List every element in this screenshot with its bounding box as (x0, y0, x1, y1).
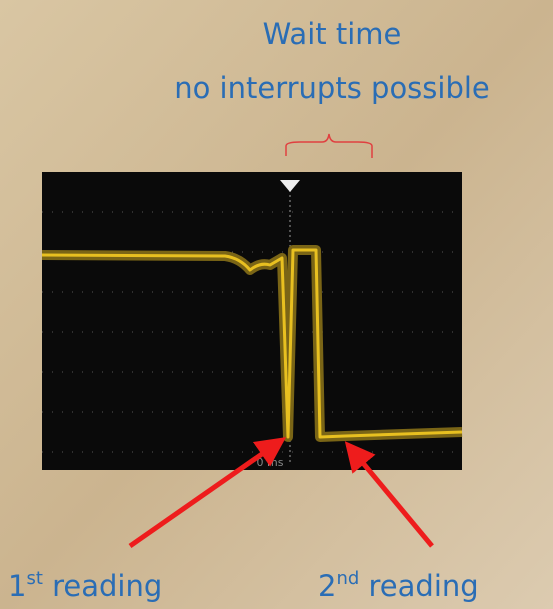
page: Wait time no interrupts possible 0 ms 1s… (0, 0, 553, 609)
slide: Wait time no interrupts possible 0 ms 1s… (0, 0, 553, 609)
label-number: 1 (8, 569, 26, 603)
label-suffix: nd (336, 568, 359, 589)
label-text: reading (43, 569, 162, 603)
label-text: reading (359, 569, 478, 603)
label-suffix: st (26, 568, 42, 589)
scope-screen (42, 172, 462, 470)
heading-line2: no interrupts possible (174, 71, 490, 105)
heading-line1: Wait time (263, 17, 402, 51)
oscilloscope: 0 ms (42, 172, 462, 470)
label-number: 2 (318, 569, 336, 603)
